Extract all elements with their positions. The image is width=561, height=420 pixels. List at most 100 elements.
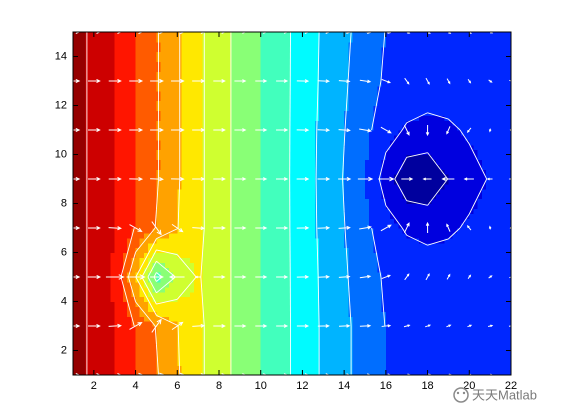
contour-cell [294, 281, 299, 288]
contour-cell [239, 144, 245, 151]
contour-cell [494, 350, 500, 356]
contour-cell [339, 355, 345, 361]
contour-cell [289, 296, 295, 303]
contour-cell [431, 296, 437, 303]
contour-cell [356, 345, 362, 352]
contour-cell [102, 370, 107, 376]
contour-cell [89, 164, 95, 170]
contour-cell [477, 316, 483, 322]
contour-cell [168, 345, 174, 352]
contour-cell [373, 340, 379, 347]
contour-cell [264, 193, 270, 200]
contour-cell [298, 326, 304, 332]
contour-cell [294, 134, 299, 141]
contour-cell [381, 242, 387, 249]
contour-cell [168, 159, 174, 165]
contour-cell [369, 335, 374, 342]
contour-cell [335, 179, 341, 185]
contour-cell [481, 247, 487, 254]
contour-cell [152, 149, 158, 156]
contour-cell [448, 203, 454, 209]
contour-cell [269, 296, 274, 303]
contour-cell [306, 350, 312, 356]
contour-cell [502, 330, 508, 337]
contour-cell [381, 340, 387, 347]
contour-cell [502, 242, 508, 249]
contour-cell [385, 139, 391, 146]
contour-cell [256, 360, 262, 366]
contour-cell [398, 174, 404, 180]
contour-cell [260, 203, 266, 209]
contour-cell [506, 286, 512, 293]
contour-cell [193, 277, 199, 283]
contour-cell [152, 193, 158, 200]
contour-cell [181, 350, 187, 356]
contour-cell [202, 277, 208, 283]
contour-cell [302, 247, 308, 254]
contour-cell [160, 213, 166, 219]
contour-cell [490, 311, 495, 317]
contour-cell [485, 252, 491, 258]
contour-cell [456, 228, 462, 234]
contour-cell [81, 252, 87, 258]
contour-cell [498, 340, 504, 347]
contour-cell [410, 213, 416, 219]
contour-cell [285, 281, 291, 288]
contour-cell [160, 252, 166, 258]
contour-cell [181, 335, 187, 342]
contour-cell [131, 149, 137, 156]
contour-cell [252, 237, 258, 244]
contour-cell [377, 326, 383, 332]
contour-cell [98, 223, 103, 229]
contour-cell [219, 139, 224, 146]
contour-cell [490, 188, 495, 195]
contour-cell [135, 281, 141, 288]
contour-cell [310, 330, 316, 337]
contour-cell [102, 237, 107, 244]
contour-cell [260, 159, 266, 165]
contour-cell [377, 198, 383, 205]
contour-cell [239, 179, 245, 185]
contour-cell [360, 272, 366, 278]
contour-cell [148, 183, 153, 190]
contour-cell [477, 335, 483, 342]
contour-cell [485, 232, 491, 239]
contour-cell [394, 316, 399, 322]
contour-cell [269, 198, 274, 205]
contour-cell [319, 262, 324, 268]
contour-cell [369, 213, 374, 219]
contour-cell [423, 335, 429, 342]
contour-cell [398, 335, 404, 342]
contour-cell [198, 335, 203, 342]
contour-cell [485, 296, 491, 303]
contour-cell [319, 208, 324, 214]
contour-cell [210, 130, 216, 136]
contour-cell [506, 321, 512, 327]
contour-cell [164, 144, 170, 151]
contour-cell [398, 154, 404, 160]
contour-cell [473, 326, 479, 332]
contour-cell [244, 330, 249, 337]
contour-cell [127, 232, 132, 239]
contour-cell [469, 340, 475, 347]
contour-cell [506, 296, 512, 303]
contour-cell [210, 154, 216, 160]
contour-cell [239, 198, 245, 205]
contour-cell [273, 281, 278, 288]
contour-cell [448, 262, 454, 268]
contour-cell [143, 370, 149, 376]
contour-cell [156, 232, 162, 239]
contour-cell [164, 345, 170, 352]
contour-cell [269, 247, 274, 254]
contour-cell [98, 355, 103, 361]
contour-cell [73, 345, 78, 352]
contour-cell [139, 134, 145, 141]
contour-cell [398, 193, 404, 200]
contour-cell [339, 321, 345, 327]
contour-cell [444, 311, 450, 317]
contour-cell [89, 301, 95, 307]
contour-cell [352, 174, 358, 180]
contour-cell [335, 330, 341, 337]
contour-cell [189, 134, 195, 141]
contour-cell [360, 218, 366, 224]
